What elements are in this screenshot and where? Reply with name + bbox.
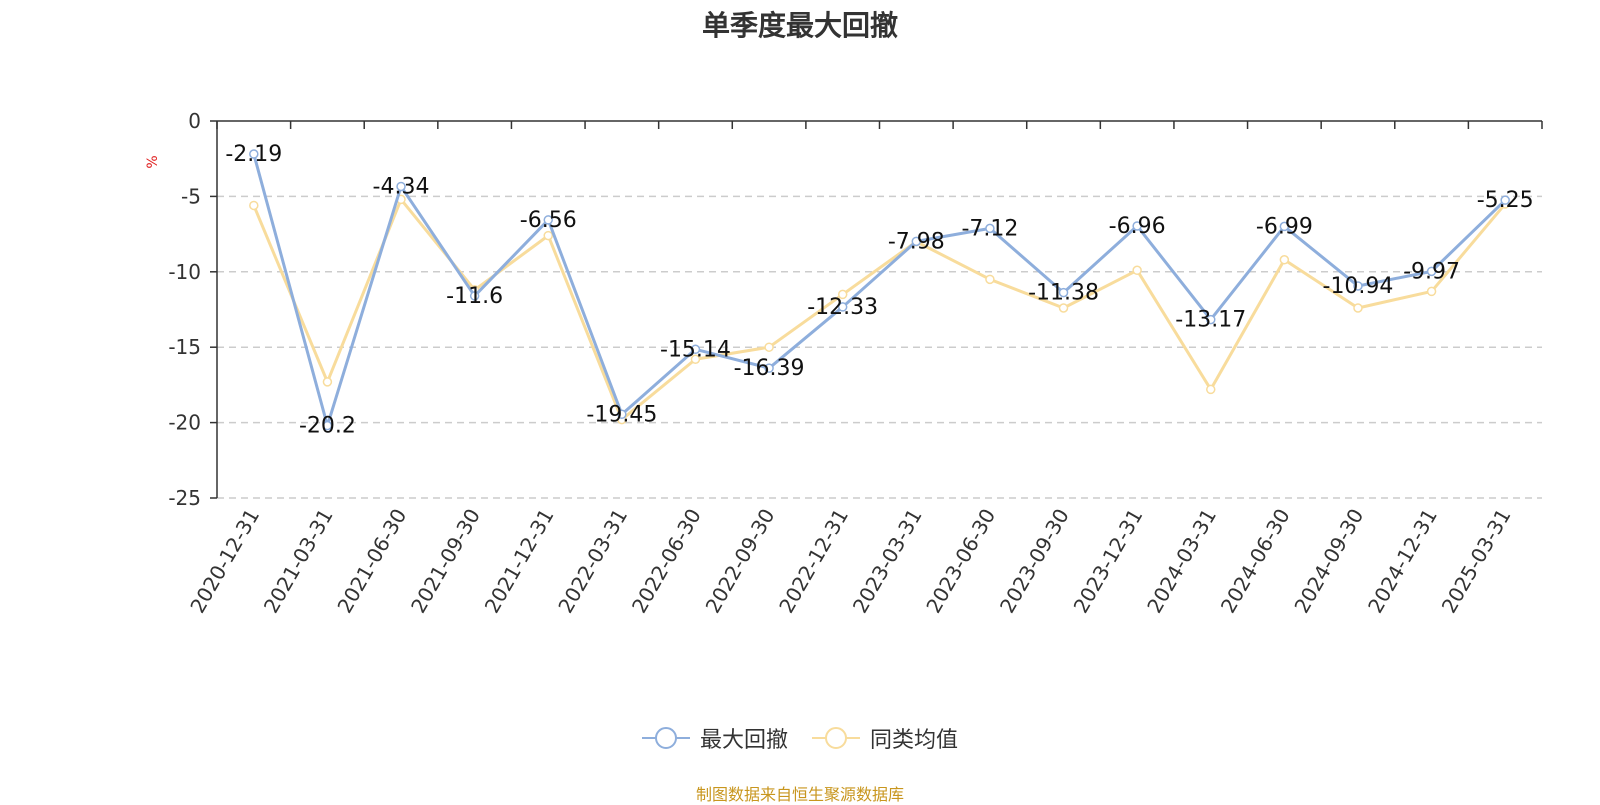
y-tick-label: -15 xyxy=(168,335,201,359)
data-point xyxy=(249,149,259,159)
y-axis-unit-label: % xyxy=(145,155,161,168)
data-label: -5.25 xyxy=(1477,188,1534,213)
x-tick-label: 2023-12-31 xyxy=(1069,505,1148,618)
data-point xyxy=(617,409,627,420)
x-tick-label: 2021-06-30 xyxy=(332,505,411,618)
y-tick-label: -5 xyxy=(181,184,201,208)
data-label: -2.19 xyxy=(225,142,282,167)
data-point xyxy=(985,274,995,285)
data-point xyxy=(543,230,553,241)
data-point xyxy=(837,289,848,300)
data-point xyxy=(1058,287,1069,298)
footer-source: 制图数据来自恒生聚源数据库 xyxy=(695,785,904,804)
y-tick-label: -10 xyxy=(168,260,201,284)
data-point xyxy=(1058,303,1069,313)
chart-title: 单季度最大回撤 xyxy=(701,9,898,42)
data-point xyxy=(985,223,995,234)
x-tick-label: 2020-12-31 xyxy=(185,505,264,618)
data-point xyxy=(249,200,259,211)
data-point xyxy=(322,420,333,431)
data-label: -6.99 xyxy=(1256,214,1313,239)
data-label: -6.96 xyxy=(1109,214,1166,239)
data-label: -10.94 xyxy=(1323,274,1394,299)
x-tick-label: 2022-03-31 xyxy=(553,505,632,618)
x-tick-label: 2021-12-31 xyxy=(480,505,559,618)
x-tick-label: 2023-06-30 xyxy=(921,505,1000,618)
data-label: -11.6 xyxy=(446,284,503,309)
data-point xyxy=(1353,281,1363,291)
data-point xyxy=(764,342,774,352)
data-point xyxy=(764,363,774,373)
legend-label-peer-average: 同类均值 xyxy=(870,728,959,753)
legend-item-max-drawdown[interactable]: 最大回撤 xyxy=(641,722,788,754)
data-label-layer: -2.19 -20.2 -4.34 -11.6 -6.56 -19.45 -15.14-16… xyxy=(225,142,1533,439)
data-point xyxy=(543,215,553,225)
x-tick-label: 2021-09-30 xyxy=(406,505,485,618)
series-line xyxy=(252,153,1507,428)
data-label: -9.97 xyxy=(1403,259,1460,284)
x-tick-label: 2024-03-31 xyxy=(1142,505,1221,618)
legend-item-peer-average[interactable]: 同类均值 xyxy=(812,722,958,754)
x-tick-label: 2022-09-30 xyxy=(701,505,780,618)
data-point xyxy=(690,354,701,365)
data-point xyxy=(911,236,922,247)
series-line xyxy=(252,197,1507,422)
data-point xyxy=(1132,221,1142,231)
data-label: -15.14 xyxy=(660,337,731,362)
data-point xyxy=(469,291,480,301)
data-label: -6.56 xyxy=(520,208,577,233)
data-label: -13.17 xyxy=(1175,308,1246,333)
x-tick-label: 2023-03-31 xyxy=(848,505,927,618)
x-tick-label: 2024-09-30 xyxy=(1289,505,1368,618)
series-layer xyxy=(249,149,1510,431)
legend-line-circle-icon xyxy=(641,727,690,749)
x-tick-label: 2021-03-31 xyxy=(259,505,338,618)
data-label: -4.34 xyxy=(373,174,430,199)
data-label: -16.39 xyxy=(734,356,805,381)
data-label: -7.12 xyxy=(961,216,1018,241)
x-tick-label: 2025-03-31 xyxy=(1437,505,1516,618)
data-point xyxy=(396,181,406,192)
legend-label-max-drawdown: 最大回撤 xyxy=(699,728,788,753)
data-point xyxy=(1279,221,1290,232)
x-tick-label: 2024-06-30 xyxy=(1216,505,1295,618)
legend-line-circle-icon xyxy=(812,727,860,749)
data-point xyxy=(1500,195,1510,205)
data-point xyxy=(690,344,701,355)
data-point xyxy=(322,377,333,387)
x-tick-label: 2022-06-30 xyxy=(627,505,706,618)
data-label: -11.38 xyxy=(1028,281,1099,306)
y-tick-label: -20 xyxy=(168,411,201,435)
x-tick-label: 2024-12-31 xyxy=(1363,505,1442,618)
data-label: -19.45 xyxy=(586,402,657,427)
legend: 最大回撤 同类均值 xyxy=(0,722,1600,754)
data-point xyxy=(1353,303,1363,313)
data-point xyxy=(837,302,848,312)
data-point xyxy=(1426,286,1437,297)
y-tick-label: -25 xyxy=(168,486,201,510)
data-label: -12.33 xyxy=(807,295,878,320)
data-label: -7.98 xyxy=(888,229,945,254)
data-label: -20.2 xyxy=(299,414,356,439)
data-point xyxy=(1426,266,1437,277)
data-point xyxy=(1132,265,1142,276)
data-point xyxy=(1279,254,1290,265)
x-tick-label: 2022-12-31 xyxy=(774,505,853,618)
data-point xyxy=(1206,384,1216,395)
y-tick-label: 0 xyxy=(188,109,201,133)
data-point xyxy=(1206,314,1216,325)
grid-layer xyxy=(217,195,1542,499)
x-tick-label: 2023-09-30 xyxy=(995,505,1074,618)
